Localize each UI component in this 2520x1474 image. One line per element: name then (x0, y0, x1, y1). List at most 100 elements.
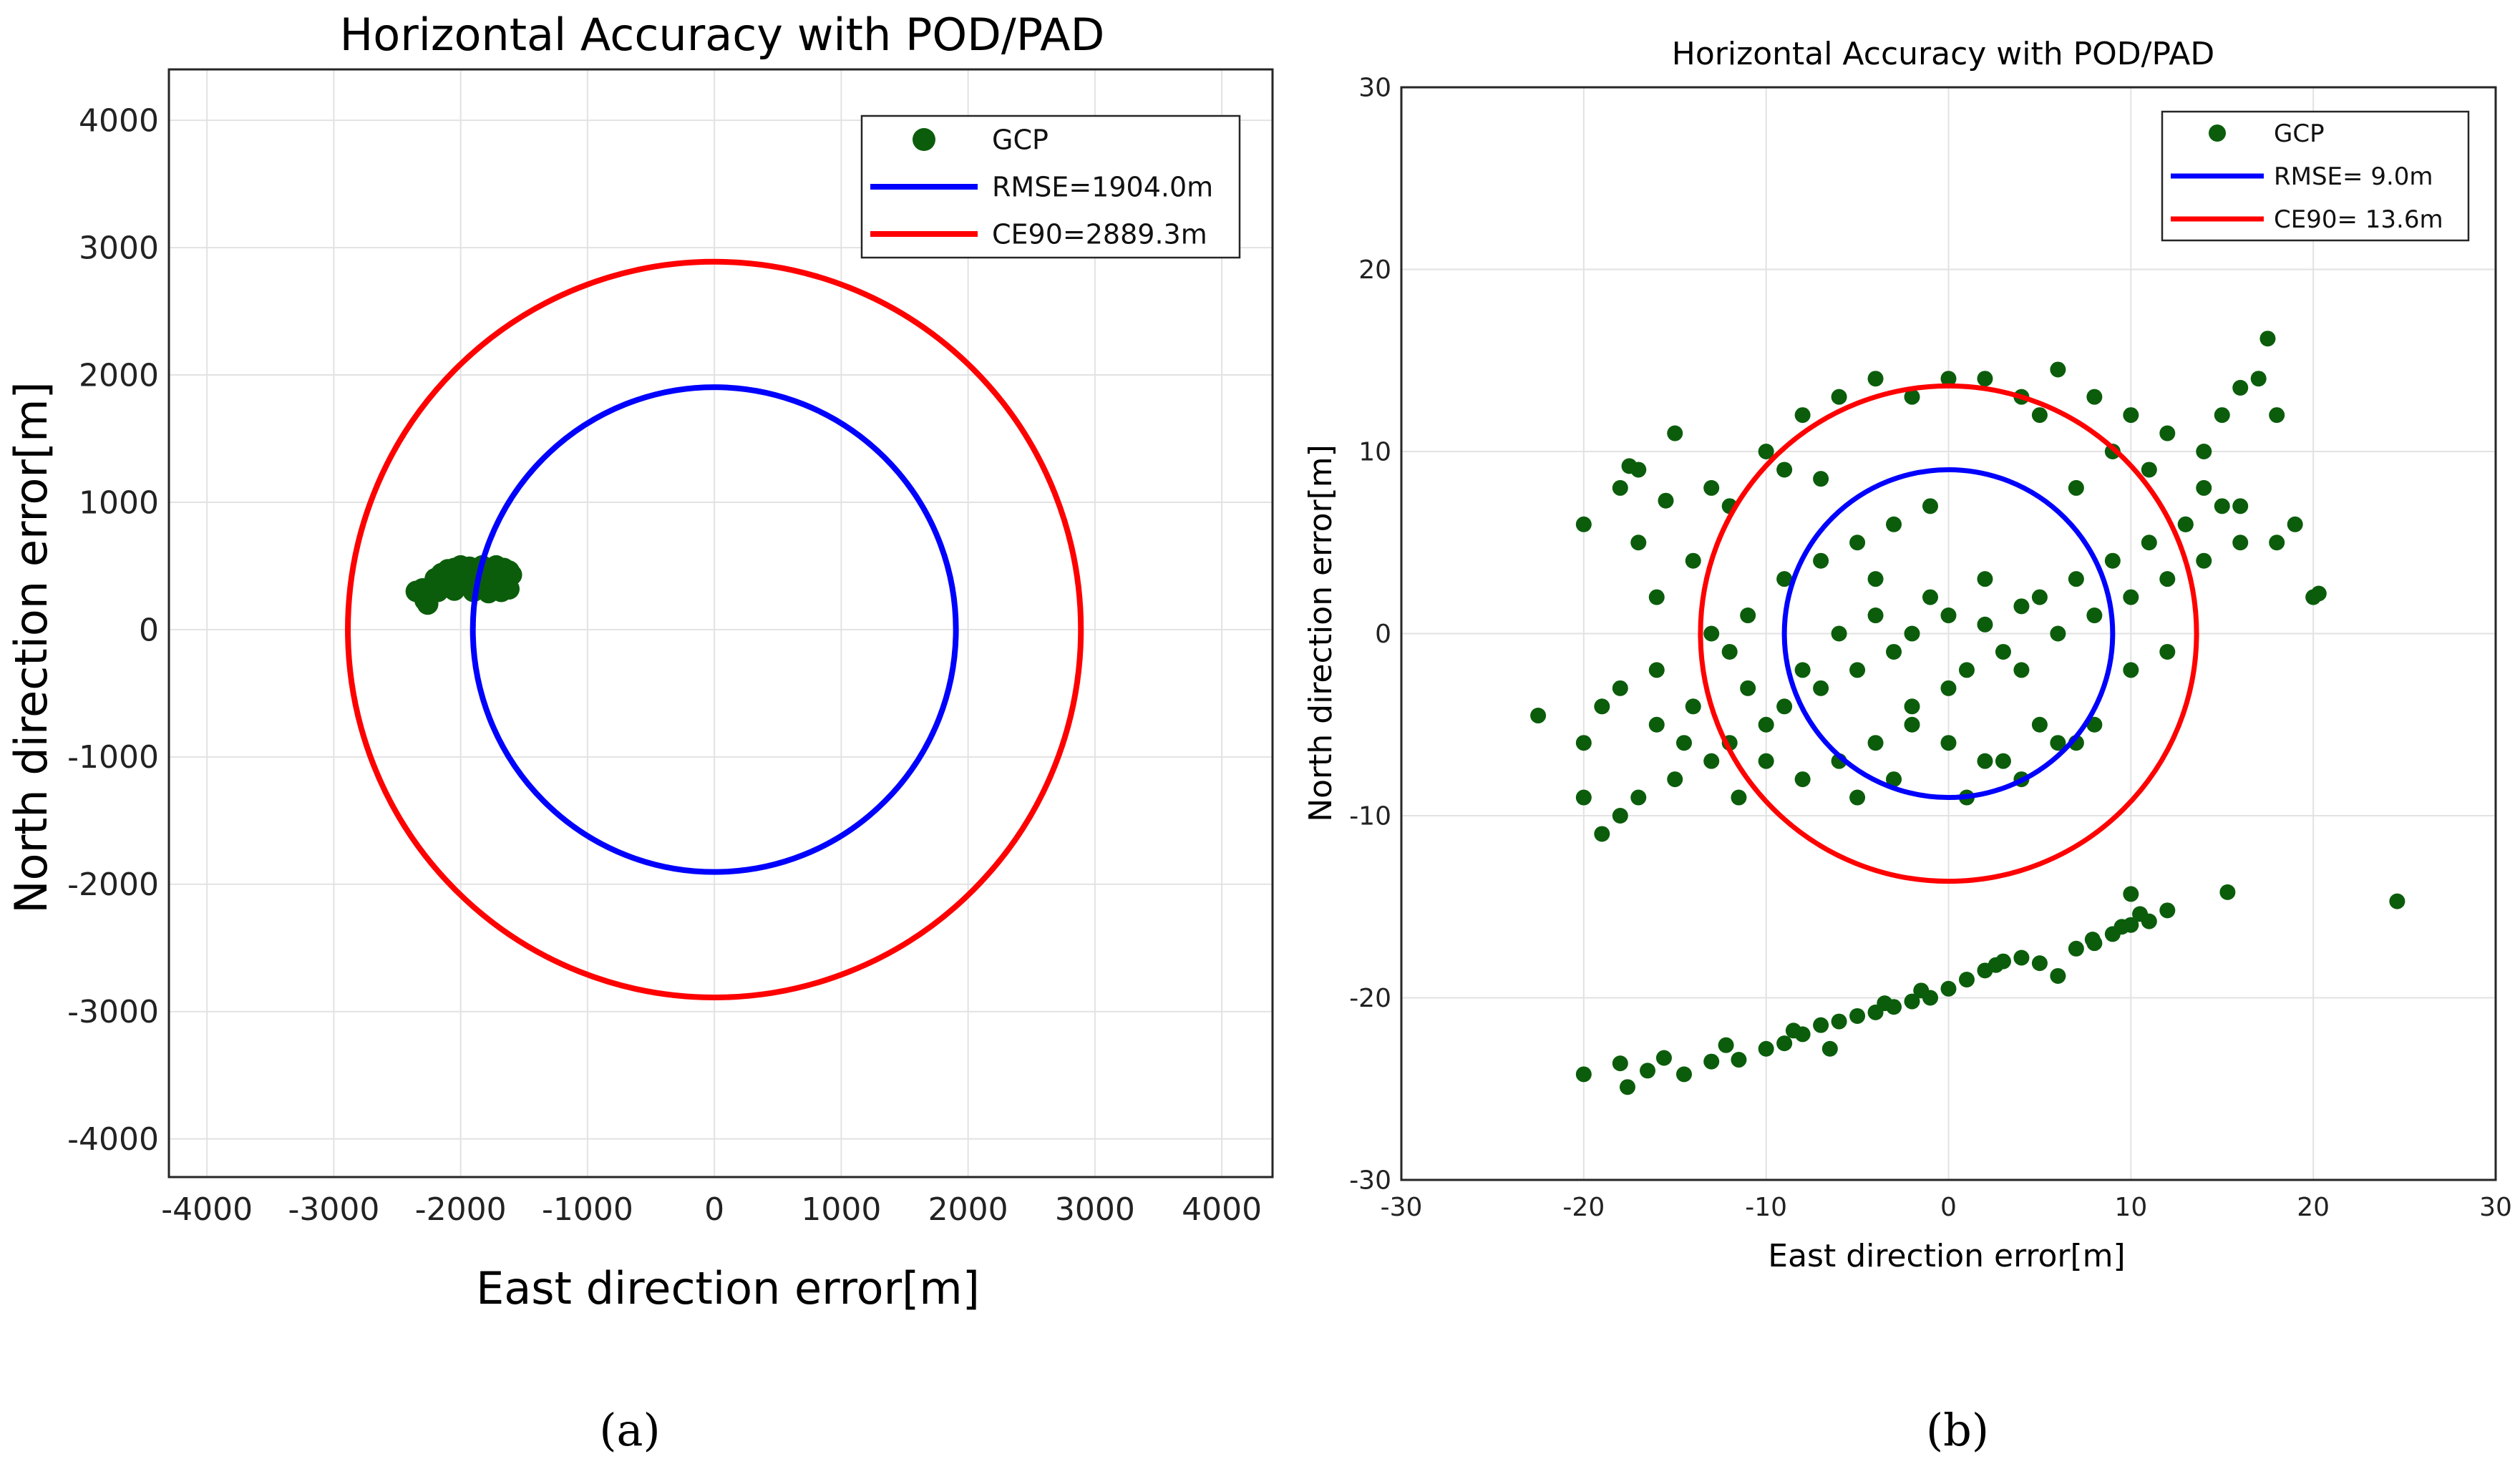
gcp-point (2013, 950, 2030, 966)
gcp-point (1612, 479, 1628, 496)
x-tick-label: 10 (2114, 1193, 2147, 1222)
ce90-circle (345, 258, 1084, 1000)
gcp-point (1995, 643, 2011, 660)
legend-gcp-marker (913, 128, 935, 151)
gcp-point (1776, 698, 1793, 715)
gcp-point (1977, 753, 1993, 769)
gcp-point (1758, 444, 1774, 459)
gcp-point (1703, 625, 1720, 642)
chart-b-plot-area: -30 -20 -10 0 10 20 30 -30 -20 -10 0 10 20 30 GCP RMSE=… (1349, 74, 2512, 1222)
gcp-point (1776, 462, 1793, 478)
gcp-point (1758, 716, 1774, 733)
plot-frame (167, 68, 1274, 1178)
x-tick-label: 0 (704, 1191, 724, 1228)
gcp-point (2159, 571, 2176, 587)
gcp-point (1913, 982, 1930, 999)
gcp-point (1904, 698, 1920, 715)
gcp-point (1977, 616, 1993, 633)
y-tick-label: 10 (1358, 438, 1391, 467)
gcp-point (1612, 1055, 1628, 1072)
gcp-point (1904, 389, 1920, 405)
gcp-point (1640, 1063, 1656, 1079)
gcp-point (1988, 957, 2004, 973)
gcp-point (1886, 643, 1902, 660)
gcp-point (1813, 1017, 1829, 1033)
gcp-point (1958, 972, 1975, 988)
gcp-point (1758, 753, 1774, 769)
gcp-point (2123, 589, 2139, 605)
gcp-point (1958, 662, 1975, 678)
gcp-point (1904, 625, 1920, 642)
gcp-point (2013, 598, 2030, 615)
gcp-point (1667, 771, 1683, 788)
gcp-point (2232, 535, 2249, 551)
gcp-point (2084, 932, 2101, 948)
gcp-point (1940, 980, 1957, 997)
legend: GCP RMSE=1904.0m CE90=2889.3m (860, 114, 1241, 259)
legend-gcp-marker (2209, 125, 2226, 142)
gcp-point (1794, 407, 1811, 424)
gcp-point (2219, 884, 2236, 900)
gcp-point (1648, 716, 1665, 733)
gcp-point (2159, 902, 2176, 919)
gcp-point (1794, 662, 1811, 678)
ce90-circle (1698, 383, 2199, 884)
gcp-point (1776, 1035, 1793, 1052)
gcp-point (1612, 680, 1628, 696)
gcp-point (1867, 371, 1884, 387)
gcp-point (1703, 753, 1720, 769)
gcp-point (1831, 1013, 1847, 1030)
gcp-point (2050, 361, 2066, 378)
gcp-point (1530, 708, 1547, 724)
gcp-point (1995, 753, 2011, 769)
legend-gcp-label: GCP (992, 125, 1049, 156)
gcp-point (2050, 735, 2066, 751)
gcp-point (1740, 607, 1756, 624)
x-tick-label: -4000 (161, 1191, 253, 1228)
gcp-point (1886, 771, 1902, 788)
gcp-point (1718, 1037, 1734, 1053)
gcp-point (1940, 607, 1957, 624)
chart-a-plot-area: -4000 -3000 -2000 -1000 0 1000 2000 3000 4000 -40… (67, 68, 1274, 1228)
gcp-point (2050, 967, 2066, 984)
chart-b-title: Horizontal Accuracy with POD/PAD (1672, 36, 2214, 72)
gcp-point (2123, 407, 2139, 424)
gcp-point (2159, 425, 2176, 441)
gcp-point (1922, 589, 1939, 605)
gcp-point (2159, 643, 2176, 660)
panel-label-b: (b) (1926, 1404, 1989, 1456)
gcp-point (1648, 662, 1665, 678)
gcp-point (1703, 479, 1720, 496)
gcp-point (2232, 379, 2249, 396)
gcp-point (1575, 735, 1592, 751)
gcp-point (2214, 407, 2230, 424)
gcp-point (1813, 552, 1829, 569)
gcp-point (1630, 535, 1647, 551)
gcp-point (1776, 571, 1793, 587)
gcp-point (2031, 955, 2048, 972)
gcp-point (2031, 716, 2048, 733)
legend-rmse-label: RMSE=1904.0m (992, 172, 1213, 203)
chart-b-ylabel: North direction error[m] (1303, 444, 1339, 822)
gcp-point (1685, 698, 1701, 715)
y-tick-label: -30 (1349, 1166, 1391, 1196)
x-tick-label: 20 (2297, 1193, 2330, 1222)
gcp-point (2250, 371, 2267, 387)
x-tick-label: -20 (1562, 1193, 1605, 1222)
gcp-point (1667, 425, 1683, 441)
y-tick-label: 0 (139, 612, 159, 648)
gcp-point (1740, 680, 1756, 696)
gcp-point (1575, 1066, 1592, 1083)
gcp-point (1619, 1079, 1635, 1095)
x-tick-label: 1000 (801, 1191, 881, 1228)
gcp-point (2031, 407, 2048, 424)
x-tick-label: -30 (1381, 1193, 1423, 1222)
x-tick-label: -3000 (288, 1191, 379, 1228)
gcp-point (1703, 1053, 1720, 1070)
gcp-point (1867, 571, 1884, 587)
gcp-point (1721, 643, 1738, 660)
y-tick-label: 2000 (79, 357, 159, 394)
gcp-point (1977, 571, 1993, 587)
panel-b: Horizontal Accuracy with POD/PAD -30 -20 -… (1303, 36, 2512, 1456)
gcp-point (1675, 1066, 1692, 1083)
